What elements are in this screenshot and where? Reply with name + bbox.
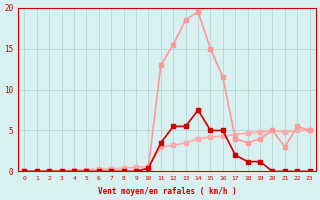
- X-axis label: Vent moyen/en rafales ( km/h ): Vent moyen/en rafales ( km/h ): [98, 187, 236, 196]
